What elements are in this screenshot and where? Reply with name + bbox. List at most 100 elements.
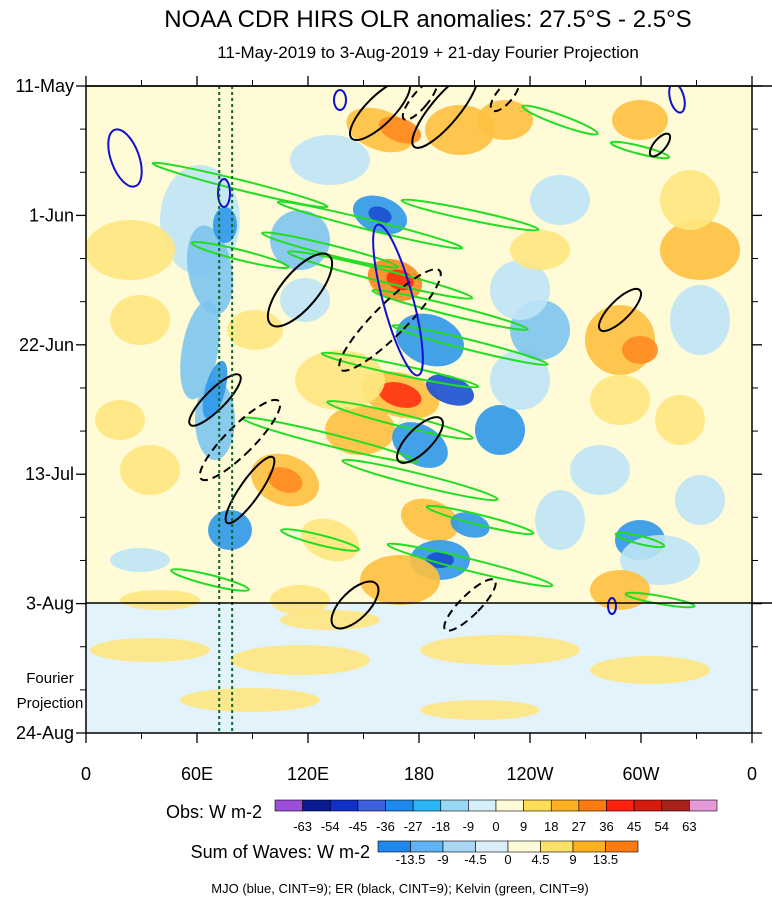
obs-colorbar-label: -45 [348, 819, 367, 834]
obs-colorbar-swatch [440, 799, 469, 812]
mjo-contour [107, 128, 143, 188]
anomaly-patch [535, 490, 585, 550]
anomaly-patch [295, 350, 385, 410]
waves-colorbar-swatch [605, 840, 639, 853]
y-axis: 11-May 1-Jun 22-Jun 13-Jul 3-Aug 24-Aug [15, 76, 762, 743]
obs-colorbar-swatch [633, 799, 663, 812]
y-tick-label: 1-Jun [29, 205, 74, 225]
obs-colorbar-swatch [412, 799, 442, 812]
anomaly-patch [490, 350, 550, 410]
wave-contours [107, 86, 696, 632]
waves-colorbar-label: -13.5 [396, 852, 426, 867]
kelvin-contour [280, 528, 360, 552]
waves-colorbar-label: -9 [437, 852, 449, 867]
x-tick-label: 120E [287, 764, 329, 784]
anomaly-patch [280, 278, 330, 322]
kelvin-contour [614, 531, 666, 549]
waves-colorbar: -13.5 -9 -4.5 0 4.5 9 13.5 [377, 840, 639, 867]
kelvin-contour [276, 200, 464, 250]
kelvin-contour [391, 324, 549, 366]
anomaly-patch [120, 445, 180, 495]
kelvin-contour [341, 458, 499, 502]
obs-colorbar-label: 54 [655, 819, 669, 834]
obs-colorbar-title: Obs: W m-2 [166, 802, 262, 822]
anomaly-patch [368, 206, 392, 224]
anomaly-patch [590, 656, 710, 684]
y-tick-label: 11-May [15, 76, 74, 96]
anomaly-patch [360, 555, 440, 605]
anomaly-patch [230, 645, 370, 675]
er-contour [338, 268, 442, 372]
obs-colorbar-swatch [578, 799, 607, 812]
anomaly-patch [120, 590, 200, 610]
er-contour [489, 86, 521, 113]
waves-colorbar-label: 0 [504, 852, 511, 867]
mjo-contour [372, 223, 424, 377]
obs-colorbar-swatch [689, 799, 718, 812]
waves-colorbar-label: 9 [569, 852, 576, 867]
obs-colorbar-label: 9 [520, 819, 527, 834]
anomaly-patch [475, 405, 525, 455]
obs-colorbar-swatch [606, 799, 635, 812]
kelvin-contour [386, 542, 554, 588]
kelvin-contour [521, 104, 599, 136]
x-tick-label: 60W [622, 764, 659, 784]
x-tick-label: 180 [404, 764, 434, 784]
anomaly-patch [325, 405, 395, 455]
waves-colorbar-swatch [572, 840, 606, 853]
obs-colorbar-swatch [661, 799, 690, 812]
anomaly-patch [86, 220, 175, 280]
obs-colorbar-swatch [274, 799, 303, 812]
obs-colorbar-label: -63 [293, 819, 312, 834]
waves-colorbar-title: Sum of Waves: W m-2 [191, 842, 370, 862]
waves-colorbar-swatch [410, 840, 444, 853]
kelvin-contour [151, 161, 329, 209]
er-contour [224, 455, 276, 525]
waves-colorbar-swatch [475, 840, 509, 853]
obs-colorbar-swatch [495, 799, 524, 812]
er-contour [396, 416, 444, 464]
anomaly-patch [477, 100, 533, 140]
anomaly-patch [670, 285, 730, 355]
anomaly-patch [620, 535, 700, 585]
anomaly-patch [208, 510, 252, 550]
anomaly-patch [270, 585, 330, 615]
x-axis: 0 60E 120E 180 120W 60W 0 [81, 76, 757, 784]
obs-colorbar-swatch [302, 799, 331, 812]
mjo-contour [607, 597, 617, 615]
projection-label-line1: Fourier [26, 670, 74, 687]
obs-colorbar-label: 0 [492, 819, 499, 834]
anomaly-patch [510, 230, 570, 270]
anomaly-patch [400, 498, 460, 542]
obs-colorbar-swatch [523, 799, 552, 812]
projection-label-line2: Projection [17, 695, 84, 712]
obs-colorbar-label: -18 [431, 819, 450, 834]
waves-colorbar-swatch [507, 840, 541, 853]
kelvin-contour [371, 289, 529, 331]
waves-colorbar-swatch [377, 840, 411, 853]
anomaly-patch [660, 170, 720, 230]
obs-colorbar-label: -36 [376, 819, 395, 834]
kelvin-contour [609, 140, 671, 160]
obs-colorbar-swatch [550, 799, 580, 812]
anomaly-patch [530, 175, 590, 225]
anomaly-patch [570, 445, 630, 495]
anomaly-patch [450, 512, 490, 538]
anomaly-patch [622, 336, 658, 364]
obs-colorbar-label: 45 [627, 819, 641, 834]
kelvin-contour [190, 240, 290, 270]
anomaly-patches [86, 100, 740, 720]
er-contour [188, 373, 242, 427]
anomaly-patch [612, 100, 668, 140]
anomaly-patch [110, 295, 170, 345]
y-tick-label: 24-Aug [16, 723, 74, 743]
anomaly-patch [202, 360, 228, 420]
obs-colorbar: -63 -54 -45 -36 -27 -18 -9 0 9 18 27 36 45 54 63 [274, 799, 718, 834]
y-tick-label: 22-Jun [19, 335, 74, 355]
er-contour [401, 86, 439, 121]
anomaly-patch [213, 207, 237, 243]
chart-title: NOAA CDR HIRS OLR anomalies: 27.5°S - 2.… [164, 6, 691, 33]
waves-colorbar-swatch [442, 840, 476, 853]
kelvin-contour [425, 504, 535, 536]
